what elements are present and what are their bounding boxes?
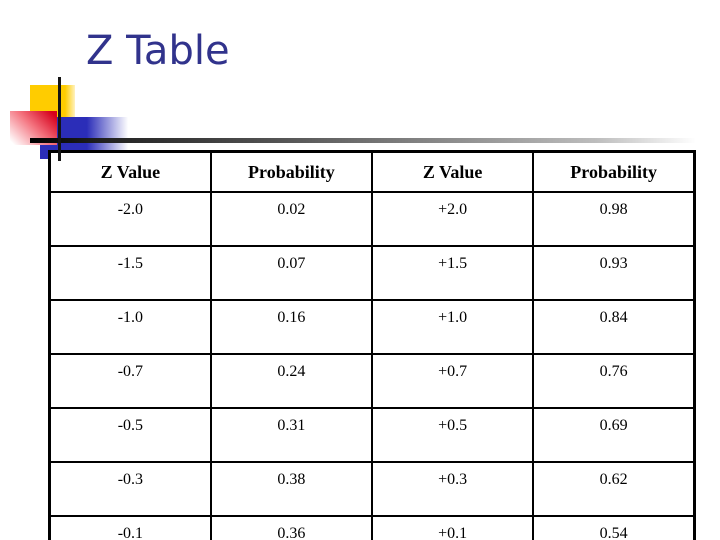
cell-probability: 0.84 bbox=[532, 299, 696, 355]
table-row: -2.0 0.02 +2.0 0.98 bbox=[48, 191, 696, 247]
cell-probability: 0.69 bbox=[532, 407, 696, 463]
header-probability-left: Probability bbox=[209, 150, 374, 193]
cell-z-value: +0.1 bbox=[370, 515, 535, 540]
cell-z-value: +0.5 bbox=[370, 407, 535, 463]
cell-probability: 0.36 bbox=[209, 515, 374, 540]
table-row: -0.1 0.36 +0.1 0.54 bbox=[48, 515, 696, 540]
table-row: -1.5 0.07 +1.5 0.93 bbox=[48, 245, 696, 301]
table-header-row: Z Value Probability Z Value Probability bbox=[48, 150, 696, 193]
table-row: -0.7 0.24 +0.7 0.76 bbox=[48, 353, 696, 409]
cell-z-value: -1.0 bbox=[48, 299, 212, 355]
cell-z-value: +0.3 bbox=[370, 461, 535, 517]
cell-z-value: -0.7 bbox=[48, 353, 212, 409]
vertical-accent-line bbox=[58, 77, 61, 161]
horizontal-rule-gradient bbox=[30, 138, 696, 143]
cell-probability: 0.76 bbox=[532, 353, 696, 409]
table-row: -1.0 0.16 +1.0 0.84 bbox=[48, 299, 696, 355]
cell-z-value: -0.1 bbox=[48, 515, 212, 540]
cell-z-value: -2.0 bbox=[48, 191, 212, 247]
z-table: Z Value Probability Z Value Probability … bbox=[48, 150, 696, 540]
cell-probability: 0.93 bbox=[532, 245, 696, 301]
table-row: -0.5 0.31 +0.5 0.69 bbox=[48, 407, 696, 463]
cell-probability: 0.31 bbox=[209, 407, 374, 463]
cell-probability: 0.62 bbox=[532, 461, 696, 517]
page-title: Z Table bbox=[86, 28, 230, 74]
header-probability-right: Probability bbox=[532, 150, 696, 193]
header-z-value-left: Z Value bbox=[48, 150, 212, 193]
cell-z-value: +2.0 bbox=[370, 191, 535, 247]
table-row: -0.3 0.38 +0.3 0.62 bbox=[48, 461, 696, 517]
cell-z-value: +0.7 bbox=[370, 353, 535, 409]
cell-probability: 0.16 bbox=[209, 299, 374, 355]
cell-probability: 0.24 bbox=[209, 353, 374, 409]
z-table-container: Z Value Probability Z Value Probability … bbox=[48, 150, 696, 540]
cell-z-value: -1.5 bbox=[48, 245, 212, 301]
cell-probability: 0.38 bbox=[209, 461, 374, 517]
cell-probability: 0.07 bbox=[209, 245, 374, 301]
cell-probability: 0.54 bbox=[532, 515, 696, 540]
cell-z-value: -0.3 bbox=[48, 461, 212, 517]
cell-z-value: +1.0 bbox=[370, 299, 535, 355]
cell-z-value: +1.5 bbox=[370, 245, 535, 301]
cell-probability: 0.02 bbox=[209, 191, 374, 247]
header-z-value-right: Z Value bbox=[370, 150, 535, 193]
cell-probability: 0.98 bbox=[532, 191, 696, 247]
cell-z-value: -0.5 bbox=[48, 407, 212, 463]
